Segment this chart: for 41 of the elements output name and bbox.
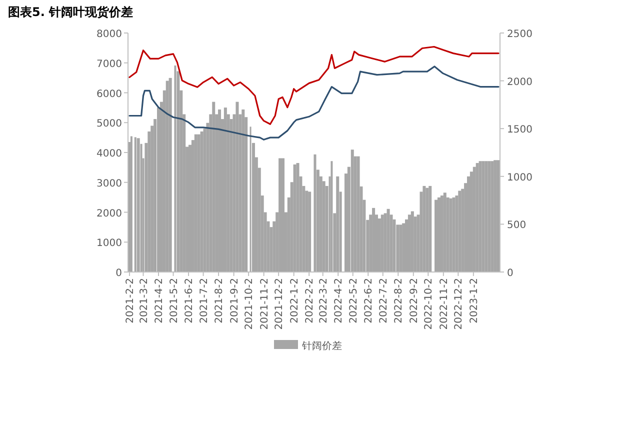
y2-tick-label: 0 [507, 268, 514, 279]
x-tick-label: 2022-5-2 [348, 278, 360, 324]
x-tick-label: 2022-12-2 [454, 278, 465, 330]
chart-title: 图表5. 针阔叶现货价差 [8, 5, 134, 19]
x-tick-label: 2022-11-2 [438, 278, 450, 330]
x-tick-label: 2022-9-2 [408, 278, 420, 324]
y-tick-label: 3000 [96, 178, 122, 190]
y-tick-label: 4000 [96, 148, 122, 160]
y-tick-label: 1000 [96, 238, 122, 250]
x-tick-label: 2022-4-2 [334, 278, 345, 324]
x-tick-label: 2022-1-2 [289, 278, 300, 324]
x-tick-label: 2021-4-2 [154, 278, 166, 324]
x-tick-label: 2021-9-2 [229, 278, 240, 324]
y2-tick-label: 2500 [507, 29, 532, 40]
legend-label: 针阔价差 [301, 340, 342, 352]
x-tick-label: 2021-3-2 [138, 278, 150, 324]
y2-tick-label: 1500 [507, 124, 532, 136]
y2-tick-label: 500 [507, 220, 526, 232]
x-tick-label: 2022-8-2 [394, 278, 405, 324]
y-tick-label: 5000 [96, 118, 122, 130]
x-tick-label: 2022-2-2 [304, 278, 316, 324]
y2-tick-label: 2000 [507, 76, 532, 88]
y-tick-label: 7000 [96, 58, 122, 70]
x-tick-label: 2023-1-2 [468, 278, 480, 324]
y-tick-label: 2000 [96, 208, 122, 220]
x-tick-label: 2022-6-2 [364, 278, 375, 324]
x-tick-label: 2022-3-2 [318, 278, 330, 324]
x-tick-label: 2021-11-2 [259, 278, 270, 330]
x-tick-label: 2021-7-2 [198, 278, 210, 324]
x-tick-label: 2021-2-2 [124, 278, 136, 324]
y-tick-label: 0 [116, 268, 122, 279]
y2-tick-label: 1000 [507, 172, 532, 184]
x-tick-label: 2021-8-2 [214, 278, 226, 324]
x-tick-label: 2021-10-2 [244, 278, 256, 330]
x-tick-label: 2022-10-2 [424, 278, 435, 330]
x-tick-label: 2022-7-2 [378, 278, 390, 324]
y-tick-label: 8000 [96, 29, 122, 40]
x-tick-label: 2021-5-2 [168, 278, 180, 324]
y-tick-label: 6000 [96, 88, 122, 100]
x-tick-label: 2021-6-2 [184, 278, 196, 324]
x-tick-label: 2021-12-2 [274, 278, 286, 330]
